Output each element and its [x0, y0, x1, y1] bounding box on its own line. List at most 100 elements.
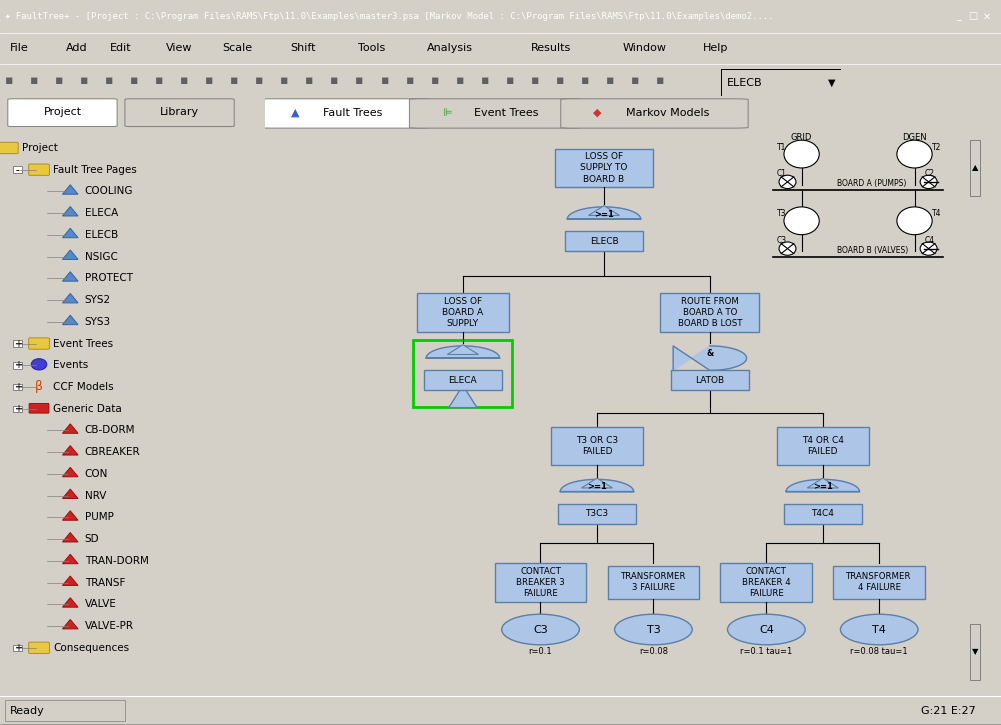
FancyBboxPatch shape — [13, 384, 22, 391]
Text: ▪: ▪ — [30, 75, 38, 87]
Text: ✦ FaultTree+ - [Project : C:\Program Files\RAMS\Ftp\11.0\Examples\master3.psa [M: ✦ FaultTree+ - [Project : C:\Program Fil… — [5, 12, 774, 21]
Text: Edit: Edit — [110, 44, 132, 53]
FancyBboxPatch shape — [13, 645, 22, 651]
FancyBboxPatch shape — [970, 624, 980, 679]
Circle shape — [897, 140, 932, 168]
Text: ▪: ▪ — [330, 75, 338, 87]
Text: ▪: ▪ — [531, 75, 539, 87]
Text: _: _ — [957, 12, 961, 21]
Circle shape — [31, 359, 47, 370]
Polygon shape — [62, 533, 78, 542]
Text: +: + — [14, 382, 22, 392]
Text: ELECB: ELECB — [590, 237, 619, 246]
FancyBboxPatch shape — [721, 563, 812, 602]
Polygon shape — [62, 468, 78, 477]
Text: CCF Models: CCF Models — [53, 382, 114, 392]
Text: ▪: ▪ — [105, 75, 113, 87]
Text: Project: Project — [22, 143, 58, 153]
FancyBboxPatch shape — [0, 142, 18, 154]
Polygon shape — [561, 479, 634, 492]
Text: ▲: ▲ — [972, 163, 978, 173]
Text: NRV: NRV — [84, 491, 106, 501]
Text: ▼: ▼ — [828, 78, 835, 88]
Text: ▼: ▼ — [972, 647, 978, 656]
Text: CB-DORM: CB-DORM — [84, 426, 135, 436]
Polygon shape — [448, 386, 476, 407]
Text: C1: C1 — [777, 170, 787, 178]
Text: BOARD B (VALVES): BOARD B (VALVES) — [837, 246, 908, 255]
Text: +: + — [14, 339, 22, 349]
Text: T4 OR C4
FAILED: T4 OR C4 FAILED — [802, 436, 844, 456]
FancyBboxPatch shape — [777, 426, 869, 465]
Text: LOSS OF
SUPPLY TO
BOARD B: LOSS OF SUPPLY TO BOARD B — [581, 152, 628, 183]
Text: ▪: ▪ — [355, 75, 363, 87]
FancyBboxPatch shape — [561, 99, 748, 128]
FancyBboxPatch shape — [559, 504, 636, 524]
Polygon shape — [62, 511, 78, 521]
Text: r=0.1 tau=1: r=0.1 tau=1 — [740, 647, 793, 656]
Text: CBREAKER: CBREAKER — [84, 447, 140, 457]
Text: G:21 E:27: G:21 E:27 — [921, 705, 976, 716]
Text: β: β — [35, 380, 43, 392]
Circle shape — [779, 242, 796, 255]
FancyBboxPatch shape — [13, 340, 22, 347]
Text: ▲: ▲ — [290, 108, 299, 118]
Text: Event Trees: Event Trees — [474, 108, 539, 118]
Text: BOARD A (PUMPS): BOARD A (PUMPS) — [837, 179, 906, 188]
Polygon shape — [62, 250, 78, 260]
FancyBboxPatch shape — [29, 164, 49, 175]
Text: Generic Data: Generic Data — [53, 404, 122, 414]
Text: TRANSF: TRANSF — [84, 578, 125, 587]
Polygon shape — [62, 272, 78, 281]
Text: T4: T4 — [872, 624, 886, 634]
Ellipse shape — [841, 614, 918, 645]
FancyBboxPatch shape — [409, 99, 583, 128]
Polygon shape — [62, 294, 78, 303]
FancyBboxPatch shape — [13, 167, 22, 173]
Text: >=1: >=1 — [587, 482, 607, 492]
Text: C3: C3 — [534, 624, 548, 634]
Text: ▪: ▪ — [55, 75, 63, 87]
FancyBboxPatch shape — [784, 504, 862, 524]
FancyBboxPatch shape — [258, 99, 431, 128]
Text: T4C4: T4C4 — [812, 510, 834, 518]
Text: Tools: Tools — [358, 44, 385, 53]
Text: CONTACT
BREAKER 4
FAILURE: CONTACT BREAKER 4 FAILURE — [742, 567, 791, 598]
Polygon shape — [62, 424, 78, 434]
Text: Scale: Scale — [222, 44, 252, 53]
Text: Markov Models: Markov Models — [626, 108, 709, 118]
Text: Project: Project — [43, 107, 81, 117]
Text: SYS3: SYS3 — [84, 317, 111, 327]
Text: ⊫: ⊫ — [441, 108, 451, 118]
Text: >=1: >=1 — [594, 210, 614, 219]
Text: □: □ — [968, 12, 978, 21]
Text: Fault Trees: Fault Trees — [323, 108, 382, 118]
Text: r=0.08: r=0.08 — [639, 647, 668, 656]
Text: GRID: GRID — [791, 133, 812, 142]
Polygon shape — [62, 597, 78, 607]
Text: Results: Results — [531, 44, 571, 53]
Polygon shape — [62, 315, 78, 325]
Circle shape — [784, 207, 819, 235]
FancyBboxPatch shape — [13, 405, 22, 412]
FancyBboxPatch shape — [125, 99, 234, 127]
Text: LATOB: LATOB — [696, 376, 725, 385]
Text: LOSS OF
BOARD A
SUPPLY: LOSS OF BOARD A SUPPLY — [442, 297, 483, 328]
Polygon shape — [568, 207, 641, 219]
Text: ▪: ▪ — [255, 75, 263, 87]
Polygon shape — [62, 619, 78, 629]
Text: Consequences: Consequences — [53, 643, 129, 652]
Text: ▪: ▪ — [656, 75, 664, 87]
Polygon shape — [62, 554, 78, 564]
FancyBboxPatch shape — [555, 149, 654, 188]
Text: T4: T4 — [932, 210, 942, 218]
Text: Event Trees: Event Trees — [53, 339, 113, 349]
FancyBboxPatch shape — [8, 99, 117, 127]
Text: -: - — [16, 165, 19, 175]
Text: ▪: ▪ — [380, 75, 388, 87]
Text: ✕: ✕ — [983, 12, 991, 21]
Text: CON: CON — [84, 469, 108, 479]
Polygon shape — [62, 446, 78, 455]
Polygon shape — [62, 228, 78, 238]
Text: NSIGC: NSIGC — [84, 252, 117, 262]
